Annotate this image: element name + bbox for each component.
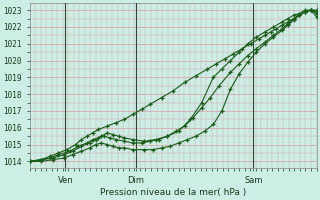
X-axis label: Pression niveau de la mer( hPa ): Pression niveau de la mer( hPa ): [100, 188, 246, 197]
